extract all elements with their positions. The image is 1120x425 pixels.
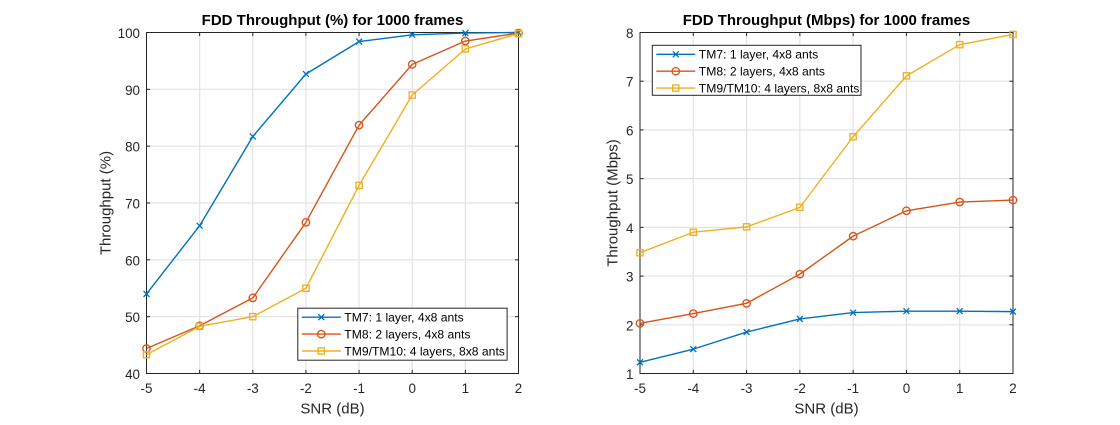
svg-text:-2: -2 xyxy=(300,381,312,396)
svg-text:SNR (dB): SNR (dB) xyxy=(300,400,364,417)
svg-text:8: 8 xyxy=(626,26,633,41)
svg-text:TM7: 1 layer, 4x8 ants: TM7: 1 layer, 4x8 ants xyxy=(699,48,818,62)
svg-text:2: 2 xyxy=(1009,381,1016,396)
svg-text:0: 0 xyxy=(903,381,910,396)
svg-text:0: 0 xyxy=(408,381,415,396)
svg-text:5: 5 xyxy=(626,172,633,187)
svg-text:50: 50 xyxy=(125,310,140,325)
svg-text:-4: -4 xyxy=(194,381,206,396)
svg-text:100: 100 xyxy=(118,26,140,41)
svg-text:80: 80 xyxy=(125,140,140,155)
svg-text:-5: -5 xyxy=(634,381,646,396)
svg-text:-4: -4 xyxy=(687,381,699,396)
svg-text:SNR (dB): SNR (dB) xyxy=(794,400,858,417)
svg-text:Throughput (Mbps): Throughput (Mbps) xyxy=(605,139,622,267)
svg-text:1: 1 xyxy=(956,381,963,396)
svg-text:Throughput (%): Throughput (%) xyxy=(97,151,114,255)
svg-text:90: 90 xyxy=(125,83,140,98)
svg-text:TM9/TM10: 4 layers, 8x8 ants: TM9/TM10: 4 layers, 8x8 ants xyxy=(344,344,505,358)
svg-text:6: 6 xyxy=(626,123,633,138)
svg-text:TM8: 2 layers, 4x8 ants: TM8: 2 layers, 4x8 ants xyxy=(699,65,825,79)
svg-text:FDD Throughput (%) for 1000 fr: FDD Throughput (%) for 1000 frames xyxy=(202,12,464,29)
svg-text:1: 1 xyxy=(626,367,633,382)
svg-text:-5: -5 xyxy=(141,381,153,396)
svg-text:-3: -3 xyxy=(741,381,753,396)
svg-text:7: 7 xyxy=(626,75,633,90)
svg-text:TM9/TM10: 4 layers, 8x8 ants: TM9/TM10: 4 layers, 8x8 ants xyxy=(699,81,860,95)
svg-text:4: 4 xyxy=(626,221,634,236)
svg-text:-3: -3 xyxy=(247,381,259,396)
svg-text:-2: -2 xyxy=(794,381,806,396)
svg-text:2: 2 xyxy=(515,381,522,396)
svg-text:1: 1 xyxy=(462,381,469,396)
svg-text:TM7: 1 layer, 4x8 ants: TM7: 1 layer, 4x8 ants xyxy=(344,311,463,325)
svg-text:TM8: 2 layers, 4x8 ants: TM8: 2 layers, 4x8 ants xyxy=(344,327,470,341)
svg-text:40: 40 xyxy=(125,367,140,382)
svg-text:2: 2 xyxy=(626,318,633,333)
svg-text:-1: -1 xyxy=(353,381,365,396)
svg-text:-1: -1 xyxy=(847,381,859,396)
svg-text:FDD Throughput (Mbps) for 1000: FDD Throughput (Mbps) for 1000 frames xyxy=(683,12,971,29)
svg-text:60: 60 xyxy=(125,253,140,268)
svg-text:70: 70 xyxy=(125,197,140,212)
svg-text:3: 3 xyxy=(626,270,633,285)
